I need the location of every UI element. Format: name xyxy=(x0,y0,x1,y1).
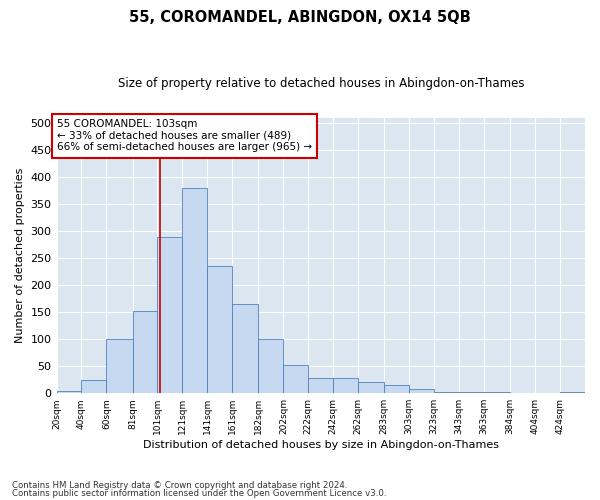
Y-axis label: Number of detached properties: Number of detached properties xyxy=(15,168,25,344)
Bar xyxy=(409,389,434,393)
Bar xyxy=(358,382,385,393)
Bar xyxy=(232,304,259,393)
Bar xyxy=(82,380,106,393)
Bar xyxy=(459,392,484,393)
Bar xyxy=(133,311,157,393)
Text: 55 COROMANDEL: 103sqm
← 33% of detached houses are smaller (489)
66% of semi-det: 55 COROMANDEL: 103sqm ← 33% of detached … xyxy=(57,119,312,152)
Bar xyxy=(560,392,585,393)
Title: Size of property relative to detached houses in Abingdon-on-Thames: Size of property relative to detached ho… xyxy=(118,78,524,90)
Bar xyxy=(182,188,208,393)
Bar xyxy=(510,392,535,393)
Bar xyxy=(283,365,308,393)
Bar xyxy=(333,378,358,393)
Bar xyxy=(56,390,82,393)
Bar xyxy=(157,236,182,393)
Text: 55, COROMANDEL, ABINGDON, OX14 5QB: 55, COROMANDEL, ABINGDON, OX14 5QB xyxy=(129,10,471,25)
Bar xyxy=(484,392,510,393)
Bar xyxy=(208,266,232,393)
Bar xyxy=(106,340,133,393)
Bar xyxy=(385,385,409,393)
Bar xyxy=(259,340,283,393)
Text: Contains public sector information licensed under the Open Government Licence v3: Contains public sector information licen… xyxy=(12,488,386,498)
Bar xyxy=(434,392,459,393)
Text: Contains HM Land Registry data © Crown copyright and database right 2024.: Contains HM Land Registry data © Crown c… xyxy=(12,481,347,490)
X-axis label: Distribution of detached houses by size in Abingdon-on-Thames: Distribution of detached houses by size … xyxy=(143,440,499,450)
Bar xyxy=(308,378,333,393)
